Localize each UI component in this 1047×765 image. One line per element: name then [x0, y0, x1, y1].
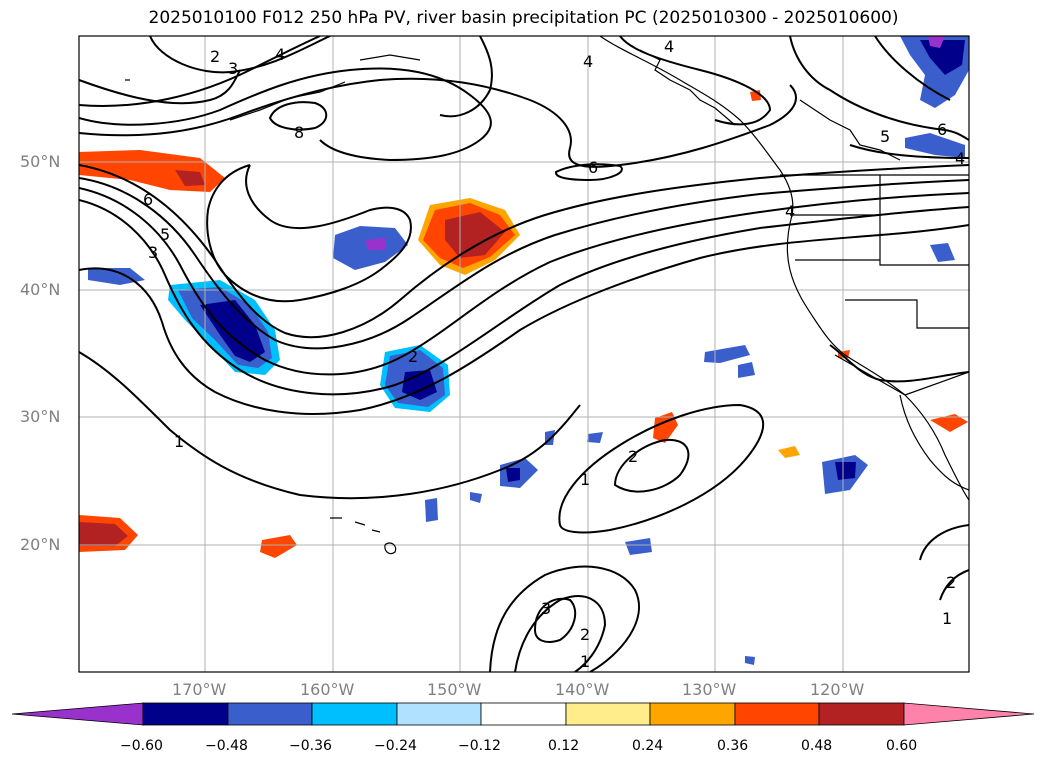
- contour-label: 6: [143, 190, 153, 209]
- contour-label: 4: [583, 52, 593, 71]
- colorbar-tick-label: 0.48: [801, 738, 833, 754]
- precip-negative-core: [835, 462, 856, 480]
- lat-label: 40°N: [20, 280, 61, 299]
- lon-label: 140°W: [555, 680, 610, 699]
- precip-negative-area: [425, 498, 438, 522]
- lat-label: 20°N: [20, 535, 61, 554]
- lon-label: 120°W: [810, 680, 865, 699]
- colorbar-tick-label: −0.48: [205, 738, 248, 754]
- contour-label: 1: [580, 652, 590, 671]
- lat-label: 50°N: [20, 152, 61, 171]
- contour-label: 2: [946, 573, 956, 592]
- map-title: 2025010100 F012 250 hPa PV, river basin …: [148, 8, 899, 28]
- precip-positive-core: [175, 170, 205, 186]
- precip-positive-area: [930, 414, 968, 432]
- contour-label: 4: [955, 149, 965, 168]
- precip-negative-core: [920, 40, 965, 75]
- contour-label: 2: [210, 47, 220, 66]
- colorbar-extend-low: [11, 702, 144, 726]
- colorbar-segment: [565, 702, 651, 726]
- contour-label: 8: [294, 123, 304, 142]
- contour-label: 6: [588, 158, 598, 177]
- colorbar-tick-label: −0.60: [120, 738, 163, 754]
- colorbar-segment: [227, 702, 313, 726]
- colorbar-extend-high: [903, 702, 1035, 726]
- contour-label: 4: [664, 37, 674, 56]
- precip-negative-area: [587, 432, 603, 443]
- precip-negative-area: [625, 538, 652, 555]
- colorbar-segment: [311, 702, 398, 726]
- colorbar-segment: [142, 702, 229, 726]
- colorbar-tick-label: −0.36: [289, 738, 332, 754]
- contour-label: 1: [174, 432, 184, 451]
- contour-label: 2: [580, 625, 590, 644]
- colorbar-tick-label: 0.36: [717, 738, 749, 754]
- contour-label: 2: [408, 347, 418, 366]
- colorbar-tick-label: 0.60: [886, 738, 918, 754]
- contour-label: 1: [580, 470, 590, 489]
- precip-negative-core: [200, 300, 265, 362]
- contour-label: 3: [228, 59, 238, 78]
- colorbar-tick-label: −0.12: [458, 738, 501, 754]
- colorbar-tick-label: −0.24: [374, 738, 417, 754]
- precip-negative-core: [928, 36, 945, 48]
- lon-label: 130°W: [682, 680, 737, 699]
- precip-negative-core: [506, 468, 520, 482]
- contour-label: 5: [160, 225, 170, 244]
- colorbar-segment: [649, 702, 736, 726]
- lon-label: 170°W: [172, 680, 227, 699]
- map-frame: [78, 35, 970, 673]
- precip-negative-area: [704, 345, 750, 363]
- precip-negative-area: [88, 268, 145, 285]
- pv-contours: [79, 36, 969, 672]
- contour-label: 5: [880, 127, 890, 146]
- precip-positive-core: [79, 522, 128, 546]
- precip-positive-area: [260, 535, 297, 558]
- colorbar-segment: [396, 702, 482, 726]
- colorbar-tick-label: 0.24: [632, 738, 664, 754]
- contour-label: 6: [937, 120, 947, 139]
- colorbar-tick-label: 0.12: [548, 738, 580, 754]
- contour-label: 4: [275, 45, 285, 64]
- colorbar-segment: [480, 702, 567, 726]
- colorbar: [11, 702, 1035, 726]
- contour-label: 4: [785, 202, 795, 221]
- lon-label: 160°W: [300, 680, 355, 699]
- contour-labels: 2 3 4 8 4 6 6 5 3 2 1 1 2 3 2 1 2 1 5 6 …: [143, 37, 965, 671]
- precip-negative-area: [470, 492, 482, 503]
- precip-negative-core: [365, 238, 385, 250]
- colorbar-segment: [734, 702, 820, 726]
- precip-negative-area: [745, 656, 755, 665]
- contour-label: 3: [148, 243, 158, 262]
- precip-negative-area: [738, 362, 755, 378]
- precip-positive-area: [778, 446, 800, 458]
- lat-label: 30°N: [20, 407, 61, 426]
- contour-label: 1: [942, 609, 952, 628]
- precip-negative-area: [930, 243, 955, 262]
- precip-negative-area: [905, 133, 965, 158]
- graticule: [79, 36, 969, 672]
- lon-label: 150°W: [427, 680, 482, 699]
- contour-label: 3: [541, 599, 551, 618]
- colorbar-segment: [818, 702, 905, 726]
- contour-label: 2: [628, 447, 638, 466]
